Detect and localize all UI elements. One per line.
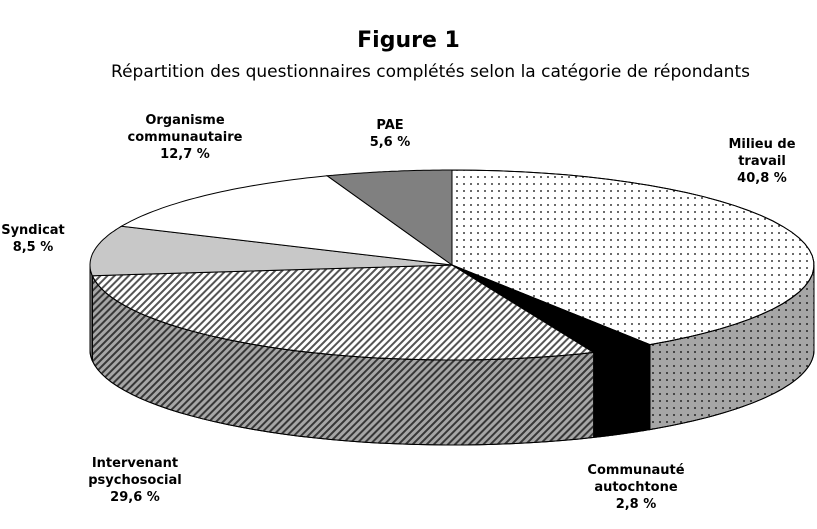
slice [451, 264, 652, 353]
category-label: Milieu de travail [728, 137, 796, 169]
slice-side-shade [89, 265, 93, 361]
slice [89, 225, 453, 277]
slice-label: Intervenant psychosocial 29,6 % [50, 455, 220, 506]
chart-subtitle: Répartition des questionnaires complétés… [111, 62, 750, 82]
slice-label: Organisme communautaire 12,7 % [120, 112, 250, 163]
value-label: 8,5 % [12, 240, 54, 255]
slice-label: Milieu de travail 40,8 % [712, 136, 812, 187]
slice-side-pattern [92, 275, 594, 445]
category-label: PAE [376, 118, 404, 133]
category-label: Syndicat [1, 223, 65, 238]
chart-title: Figure 1 [357, 28, 460, 53]
slice-label: Communauté autochtone 2,8 % [576, 462, 696, 513]
slice-label: Syndicat 8,5 % [0, 222, 66, 256]
value-label: 2,8 % [615, 497, 657, 512]
category-label: Communauté autochtone [587, 463, 685, 495]
category-label: Intervenant psychosocial [88, 456, 182, 488]
value-label: 29,6 % [110, 490, 160, 505]
category-label: Organisme communautaire [127, 113, 243, 145]
slice-side-pattern [649, 265, 814, 430]
slice-side-shade [593, 344, 651, 438]
slice-pattern [91, 264, 596, 361]
slice [120, 175, 453, 266]
value-label: 5,6 % [369, 135, 411, 150]
slice-label: PAE 5,6 % [340, 117, 440, 151]
slice [325, 169, 453, 266]
value-label: 40,8 % [737, 171, 787, 186]
value-label: 12,7 % [160, 147, 210, 162]
